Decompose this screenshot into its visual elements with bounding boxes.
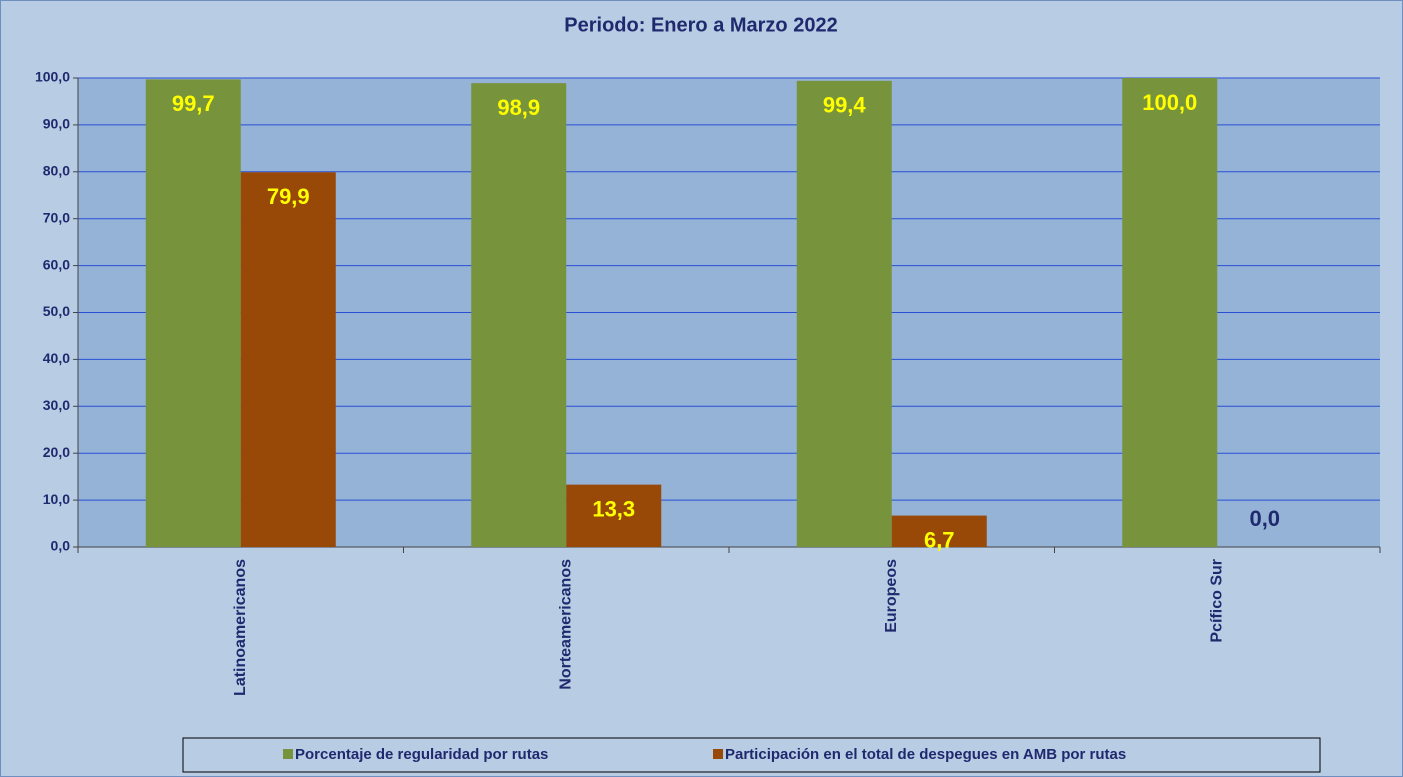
x-tick-label: Norteamericanos — [557, 559, 574, 690]
y-tick-label: 80,0 — [43, 163, 70, 179]
legend-label: Participación en el total de despegues e… — [725, 746, 1126, 763]
y-tick-label: 10,0 — [43, 491, 70, 507]
bar — [240, 172, 336, 548]
data-label: 100,0 — [1142, 90, 1197, 115]
bar — [891, 515, 987, 547]
bar — [1122, 78, 1218, 547]
x-tick-label: Europeos — [883, 559, 900, 633]
y-tick-label: 60,0 — [43, 256, 70, 272]
y-tick-label: 0,0 — [51, 538, 71, 554]
y-tick-label: 100,0 — [35, 69, 70, 85]
data-label: 99,7 — [172, 91, 215, 116]
y-tick-label: 40,0 — [43, 350, 70, 366]
y-tick-label: 90,0 — [43, 116, 70, 132]
bar — [796, 80, 892, 548]
bar — [566, 484, 662, 547]
bar — [471, 83, 567, 547]
data-label: 79,9 — [267, 184, 310, 209]
data-label: 0,0 — [1249, 506, 1280, 531]
y-tick-label: 20,0 — [43, 444, 70, 460]
legend-label: Porcentaje de regularidad por rutas — [295, 746, 548, 763]
data-label: 6,7 — [924, 527, 955, 552]
data-label: 13,3 — [592, 496, 635, 521]
legend — [182, 737, 1321, 773]
y-tick-label: 50,0 — [43, 303, 70, 319]
data-label: 99,4 — [823, 93, 867, 118]
chart-title: Periodo: Enero a Marzo 2022 — [564, 14, 837, 36]
y-tick-label: 30,0 — [43, 397, 70, 413]
data-label: 98,9 — [497, 95, 540, 120]
legend-swatch — [713, 749, 723, 759]
x-tick-label: Pcífico Sur — [1208, 559, 1225, 643]
y-tick-label: 70,0 — [43, 209, 70, 225]
bar — [145, 79, 241, 548]
x-tick-label: Latinoamericanos — [232, 559, 249, 696]
legend-swatch — [283, 749, 293, 759]
